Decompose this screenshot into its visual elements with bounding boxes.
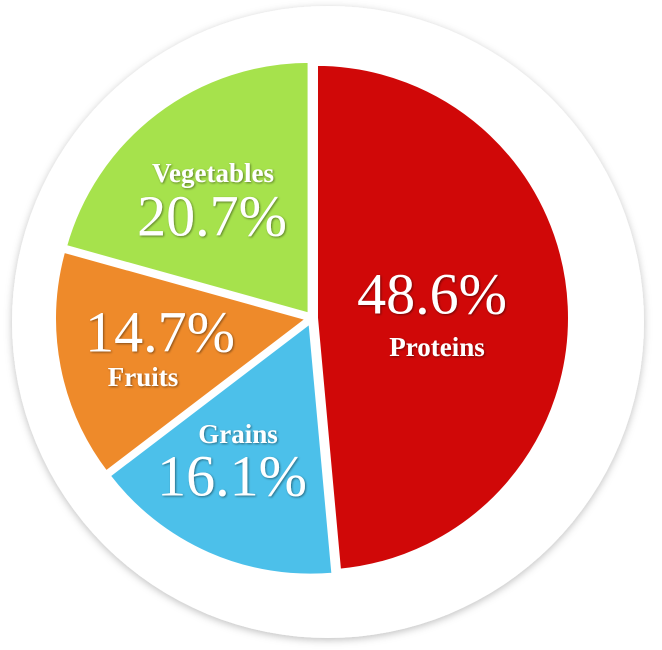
category-label: Fruits — [108, 362, 179, 392]
slice — [62, 58, 312, 317]
category-label: Vegetables — [152, 158, 274, 188]
value-label: 48.6% — [357, 261, 507, 326]
value-label: 14.7% — [85, 299, 235, 364]
category-label: Grains — [198, 419, 278, 449]
slice — [52, 248, 311, 475]
pie — [52, 58, 572, 578]
category-label: Proteins — [389, 332, 485, 362]
value-label: 16.1% — [157, 443, 307, 508]
slice — [313, 61, 572, 573]
labels: 48.6% Proteins 16.1%Grains 14.7%Fruits 20.7%… — [85, 158, 507, 508]
slice — [106, 319, 336, 578]
value-label: 20.7% — [137, 183, 287, 248]
